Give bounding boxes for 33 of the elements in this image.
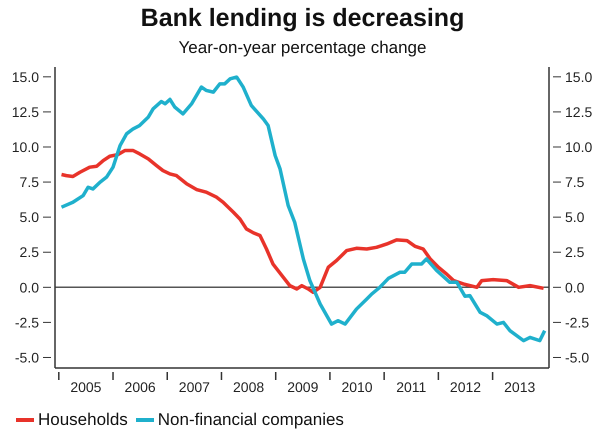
y-tick-label: 7.5: [20, 174, 40, 190]
x-tick-label: 2010: [341, 379, 373, 395]
x-tick-label: 2009: [287, 379, 319, 395]
y-tick-label: 5.0: [20, 209, 40, 226]
x-tick-label: 2011: [396, 379, 427, 395]
y-tick-label: 10.0: [12, 138, 40, 155]
y-tick-label: 0.0: [20, 279, 40, 296]
chart-subtitle: Year-on-year percentage change: [178, 38, 428, 58]
y2-tick-label: -2.5: [565, 314, 590, 330]
y-tick-label: 15.0: [12, 68, 40, 85]
x-tick-label: 2005: [70, 379, 102, 395]
x-tick-label: 2006: [124, 379, 156, 395]
x-tick-label: 2013: [504, 379, 536, 395]
y-tick-label: -2.5: [14, 314, 40, 330]
line-series: [60, 148, 546, 294]
x-tick-label: 2012: [450, 379, 482, 395]
y-tick-label: -5.0: [14, 349, 40, 366]
line-series: [60, 75, 546, 342]
y2-tick-label: 12.5: [565, 104, 592, 120]
chart-title: Bank lending is decreasing: [140, 4, 466, 33]
y-tick-label: 12.5: [12, 104, 40, 120]
y2-tick-label: -5.0: [565, 349, 590, 366]
legend-label: Non-financial companies: [158, 410, 344, 430]
y2-tick-label: 2.5: [565, 244, 585, 260]
legend-label: Households: [38, 410, 128, 430]
x-tick-label: 2008: [233, 379, 264, 395]
x-tick-label: 2007: [178, 379, 210, 395]
y2-tick-label: 15.0: [565, 68, 592, 85]
y-tick-label: 2.5: [20, 244, 40, 260]
y2-tick-label: 10.0: [565, 138, 592, 155]
y2-tick-label: 0.0: [565, 279, 585, 296]
y2-tick-label: 7.5: [565, 174, 585, 190]
y2-tick-label: 5.0: [565, 209, 585, 226]
